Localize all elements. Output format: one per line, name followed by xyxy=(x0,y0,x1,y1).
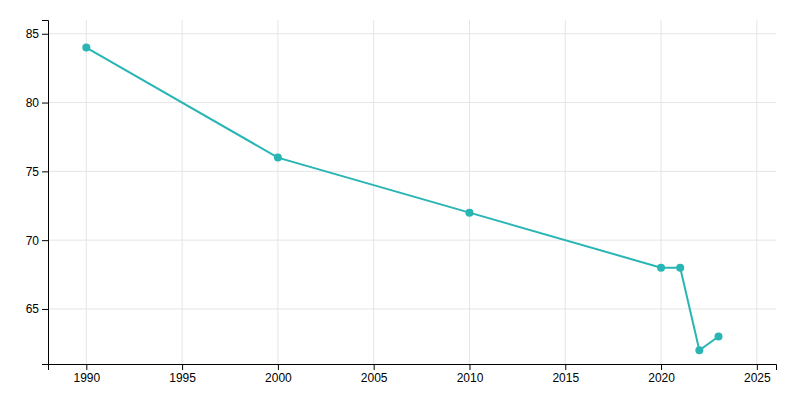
x-tick: 2010 xyxy=(457,364,484,385)
x-tick-mark xyxy=(182,364,183,370)
y-tick: 75 xyxy=(26,165,48,179)
x-tick-label: 1995 xyxy=(169,371,196,385)
point xyxy=(465,209,473,217)
x-tick-mark xyxy=(469,364,470,370)
y-tick-mark xyxy=(42,34,48,35)
y-tick-label: 75 xyxy=(26,165,40,179)
grid-line-x xyxy=(469,20,470,364)
line xyxy=(86,48,718,351)
x-tick: 1995 xyxy=(169,364,196,385)
y-tick-mark xyxy=(42,171,48,172)
point xyxy=(676,264,684,272)
grid-line-x xyxy=(86,20,87,364)
y-tick: 85 xyxy=(26,27,48,41)
y-tick-label: 65 xyxy=(26,302,40,316)
x-tick-mark xyxy=(661,364,662,370)
grid-line-x xyxy=(661,20,662,364)
y-tick: 70 xyxy=(26,234,48,248)
x-axis: 1990 1995 2000 2005 2010 2015 2020 2025 xyxy=(49,364,777,385)
y-tick-label: 70 xyxy=(26,234,40,248)
x-tick-label: 1990 xyxy=(73,371,100,385)
grid-line-x xyxy=(182,20,183,364)
y-tick: 65 xyxy=(26,302,48,316)
plot: 1990 1995 2000 2005 2010 2015 2020 2025 65 70 75 80… xyxy=(26,20,777,385)
grid-line-x xyxy=(756,20,757,364)
y-tick-mark xyxy=(42,309,48,310)
x-tick-label: 2015 xyxy=(552,371,579,385)
y-tick-label: 85 xyxy=(26,27,40,41)
y-tick: 80 xyxy=(26,96,48,110)
x-tick-label: 2010 xyxy=(457,371,484,385)
chart: 1990 1995 2000 2005 2010 2015 2020 2025 65 70 75 80… xyxy=(0,0,800,400)
x-tick-label: 2025 xyxy=(744,371,771,385)
grid-line-y xyxy=(48,240,776,241)
y-tick-label: 80 xyxy=(26,96,40,110)
x-tick-label: 2005 xyxy=(361,371,388,385)
point xyxy=(82,44,90,52)
grid-line-y xyxy=(48,102,776,103)
grid-line-y xyxy=(48,171,776,172)
x-tick: 2015 xyxy=(552,364,579,385)
x-axis-line xyxy=(49,365,777,371)
marks xyxy=(82,44,722,355)
grid-line-y xyxy=(48,308,776,309)
x-tick-mark xyxy=(757,364,758,370)
grid-line-x xyxy=(565,20,566,364)
y-tick-mark xyxy=(42,240,48,241)
x-tick: 2000 xyxy=(265,364,292,385)
point xyxy=(657,264,665,272)
x-tick-mark xyxy=(374,364,375,370)
grid-line-y xyxy=(48,33,776,34)
point xyxy=(715,332,723,340)
point xyxy=(274,154,282,162)
y-axis: 65 70 75 80 85 xyxy=(26,21,49,365)
y-tick-mark xyxy=(42,103,48,104)
x-tick-mark xyxy=(278,364,279,370)
point xyxy=(695,346,703,354)
x-tick: 2025 xyxy=(744,364,771,385)
x-tick-label: 2020 xyxy=(648,371,675,385)
x-tick: 2020 xyxy=(648,364,675,385)
x-tick-mark xyxy=(565,364,566,370)
x-tick-label: 2000 xyxy=(265,371,292,385)
x-tick: 1990 xyxy=(73,364,100,385)
y-axis-line xyxy=(42,21,49,365)
x-tick-mark xyxy=(86,364,87,370)
x-tick: 2005 xyxy=(361,364,388,385)
grid-line-x xyxy=(373,20,374,364)
grid-line-x xyxy=(277,20,278,364)
grid xyxy=(48,20,776,364)
